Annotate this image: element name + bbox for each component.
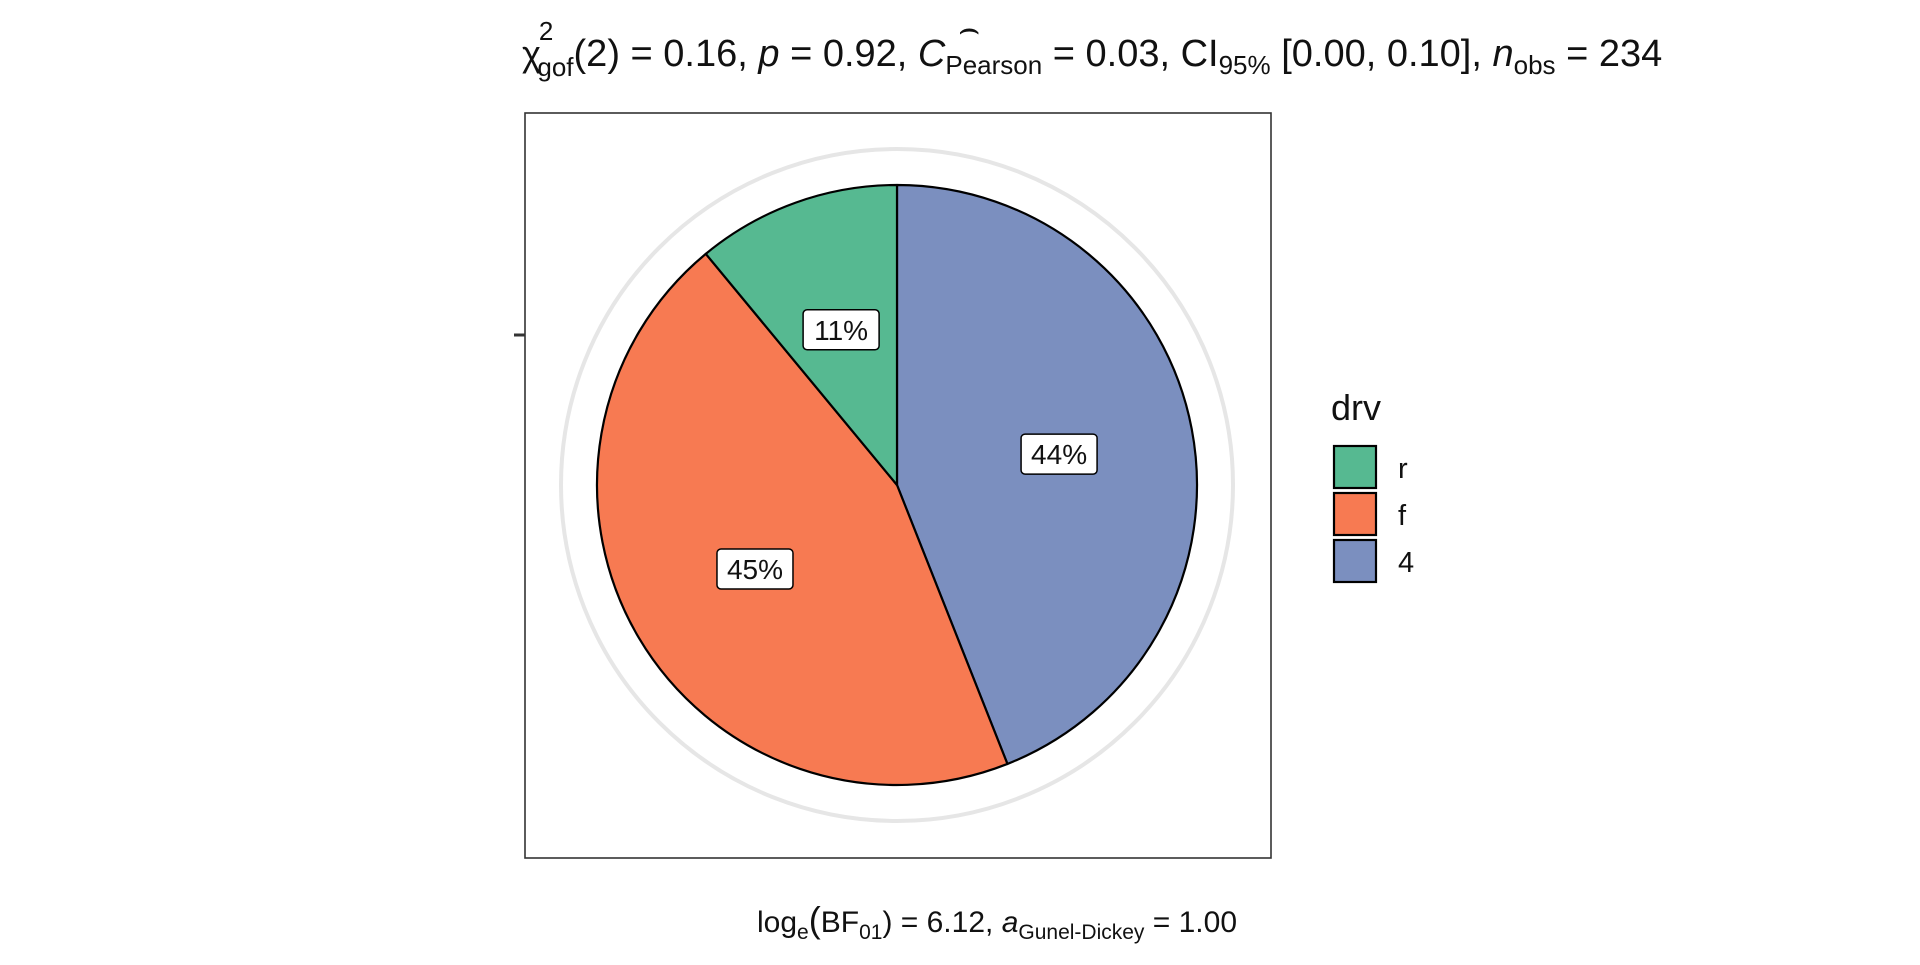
chart-caption: loge(BF01) = 6.12, aGunel-Dickey = 1.00 bbox=[757, 899, 1237, 944]
title-c-hat: ⌢ bbox=[958, 10, 980, 48]
legend-items: rf 4 bbox=[1332, 444, 1414, 584]
caption-open-paren: ( bbox=[809, 899, 821, 940]
legend-label-4: 4 bbox=[1398, 547, 1414, 579]
caption-value: ) = 6.12, bbox=[882, 906, 1001, 939]
title-stat: = 0.16, bbox=[620, 33, 758, 75]
caption-a-value: = 1.00 bbox=[1144, 906, 1237, 939]
caption-bf-sub: 01 bbox=[859, 921, 882, 944]
title-n-symbol: n bbox=[1492, 33, 1513, 75]
pie-slice-f bbox=[595, 252, 1009, 787]
slice-label-box bbox=[802, 309, 880, 351]
caption-log: log bbox=[757, 906, 797, 939]
title-p-value: = 0.92, bbox=[780, 33, 918, 75]
title-n-sub: obs bbox=[1514, 50, 1556, 80]
title-ci-value: [0.00, 0.10], bbox=[1271, 33, 1493, 75]
caption-log-sub: e bbox=[797, 921, 809, 944]
slice-label-f: 45% bbox=[716, 548, 794, 590]
legend-swatch-f bbox=[1332, 491, 1378, 537]
pie-slice-labels: 44% 45% 11% bbox=[716, 309, 1098, 590]
pie-slices bbox=[595, 183, 1199, 787]
legend-title: drv bbox=[1331, 387, 1381, 428]
title-chi-sub: gof bbox=[537, 52, 574, 82]
caption-a-symbol: a bbox=[1002, 906, 1019, 939]
slice-label-4: 44% bbox=[1020, 433, 1098, 475]
slice-label-r: 11% bbox=[802, 309, 880, 351]
title-c-sub: Pearson bbox=[945, 50, 1042, 80]
title-c-value: = 0.03, CI bbox=[1042, 33, 1218, 75]
legend-swatch-r bbox=[1332, 444, 1378, 490]
legend-label-f: f bbox=[1398, 500, 1407, 532]
pie-slice-r bbox=[704, 183, 899, 487]
title-chi: χ bbox=[522, 33, 541, 74]
slice-label-box bbox=[716, 548, 794, 590]
polar-grid-circle bbox=[559, 147, 1235, 823]
title-p-symbol: p bbox=[757, 33, 779, 75]
chart-title: χ2 gof(2) = 0.16, p = 0.92, CPearson = 0.… bbox=[522, 16, 1662, 82]
caption-bf: BF bbox=[821, 906, 859, 939]
title-chi-sup: 2 bbox=[539, 16, 553, 46]
caption-a-sub: Gunel-Dickey bbox=[1018, 921, 1145, 944]
slice-label-text: 45% bbox=[727, 554, 783, 585]
title-n-value: = 234 bbox=[1556, 33, 1663, 75]
title-df: (2) bbox=[574, 33, 620, 75]
legend-label-r: r bbox=[1398, 453, 1408, 485]
legend-swatch-4 bbox=[1332, 538, 1378, 584]
slice-label-text: 11% bbox=[814, 315, 868, 346]
title-c-symbol: C bbox=[918, 33, 946, 75]
slice-label-box bbox=[1020, 433, 1098, 475]
slice-label-text: 44% bbox=[1031, 439, 1087, 470]
legend: drv rf 4 bbox=[1331, 387, 1414, 584]
title-ci-sub: 95% bbox=[1219, 50, 1271, 80]
